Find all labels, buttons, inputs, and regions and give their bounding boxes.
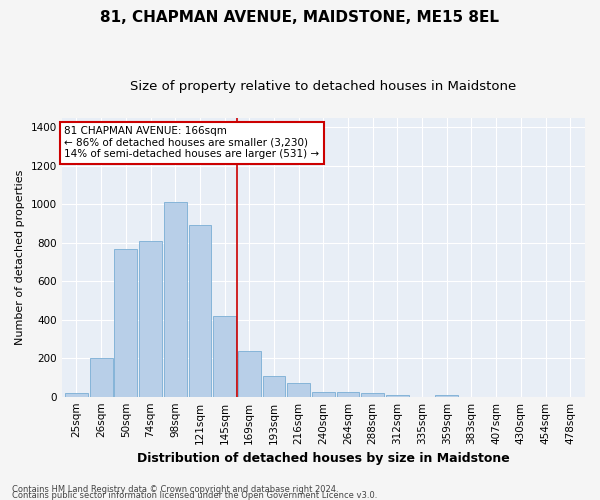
- Bar: [90, 358, 113, 397]
- Bar: [361, 393, 384, 396]
- Bar: [164, 202, 187, 396]
- Bar: [238, 352, 260, 397]
- Bar: [263, 376, 286, 396]
- Title: Size of property relative to detached houses in Maidstone: Size of property relative to detached ho…: [130, 80, 517, 93]
- Bar: [213, 316, 236, 396]
- Bar: [115, 248, 137, 396]
- Bar: [139, 241, 162, 396]
- Text: Contains HM Land Registry data © Crown copyright and database right 2024.: Contains HM Land Registry data © Crown c…: [12, 484, 338, 494]
- Bar: [312, 392, 335, 396]
- Bar: [386, 395, 409, 396]
- Text: Contains public sector information licensed under the Open Government Licence v3: Contains public sector information licen…: [12, 490, 377, 500]
- Bar: [65, 393, 88, 396]
- Y-axis label: Number of detached properties: Number of detached properties: [15, 170, 25, 345]
- Bar: [287, 383, 310, 396]
- X-axis label: Distribution of detached houses by size in Maidstone: Distribution of detached houses by size …: [137, 452, 510, 465]
- Bar: [436, 395, 458, 396]
- Bar: [337, 392, 359, 396]
- Text: 81, CHAPMAN AVENUE, MAIDSTONE, ME15 8EL: 81, CHAPMAN AVENUE, MAIDSTONE, ME15 8EL: [101, 10, 499, 25]
- Bar: [188, 226, 211, 396]
- Text: 81 CHAPMAN AVENUE: 166sqm
← 86% of detached houses are smaller (3,230)
14% of se: 81 CHAPMAN AVENUE: 166sqm ← 86% of detac…: [64, 126, 319, 160]
